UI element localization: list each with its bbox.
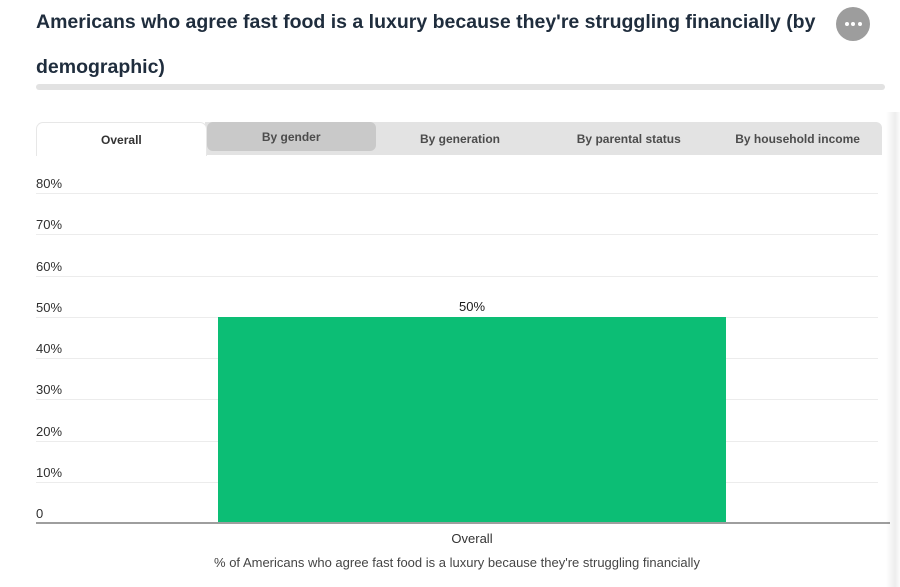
more-options-button[interactable] (836, 7, 870, 41)
tab-overall[interactable]: Overall (36, 122, 207, 156)
bar-chart: 80% 70% 60% 50% 40% 30% 20% 10% 0 50% Overall (36, 176, 890, 546)
gridline (36, 234, 878, 236)
tab-label: By household income (735, 131, 860, 146)
y-axis-tick-label: 50% (36, 299, 63, 315)
bar-value-label: 50% (458, 298, 486, 314)
y-axis-tick-label: 0 (36, 506, 44, 521)
y-axis-tick-label: 20% (36, 423, 63, 439)
y-axis-tick-label: 30% (36, 382, 63, 398)
gridline (36, 275, 878, 277)
y-axis-tick-label: 40% (36, 341, 63, 356)
title-divider (36, 84, 885, 90)
x-axis-line (36, 522, 890, 524)
chart-caption: % of Americans who agree fast food is a … (214, 555, 700, 570)
y-axis-tick-label: 80% (36, 176, 63, 191)
tab-by-parental-status[interactable]: By parental status (544, 122, 713, 155)
tab-label: Overall (101, 132, 142, 147)
tab-label: By gender (261, 129, 321, 144)
tab-by-gender[interactable]: By gender (206, 122, 376, 151)
y-axis-tick-label: 60% (36, 258, 63, 274)
tab-by-generation[interactable]: By generation (376, 122, 545, 155)
y-axis-tick-label: 70% (36, 217, 63, 233)
right-edge-shadow (886, 112, 900, 587)
gridline (36, 193, 878, 194)
tab-bar: Overall By gender By generation By parental… (36, 122, 882, 156)
tab-label: By generation (419, 131, 500, 146)
tab-label: By parental status (576, 131, 681, 146)
y-axis-tick-label: 10% (36, 464, 63, 480)
bar-overall[interactable] (218, 316, 726, 523)
tab-by-household-income[interactable]: By household income (713, 122, 882, 155)
page-title: Americans who agree fast food is a luxur… (36, 11, 816, 78)
x-axis-label: Overall (451, 531, 493, 546)
